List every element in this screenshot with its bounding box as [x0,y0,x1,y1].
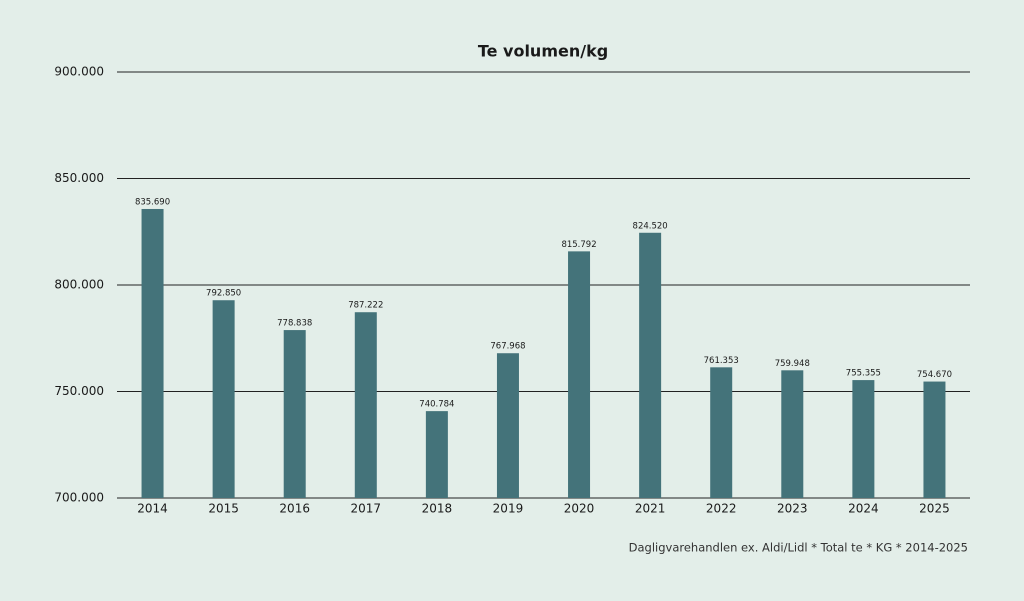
value-label: 767.968 [490,342,525,352]
y-tick-label: 900.000 [54,65,104,79]
value-label: 755.355 [846,369,881,379]
bar [283,330,306,498]
value-label: 824.520 [633,221,668,231]
value-label: 815.792 [561,240,596,250]
x-tick-label: 2016 [279,502,310,516]
x-tick-label: 2019 [493,502,524,516]
x-tick-label: 2021 [635,502,666,516]
value-label: 835.690 [135,197,170,207]
bar [568,251,591,498]
x-tick-label: 2025 [919,502,950,516]
value-label: 792.850 [206,289,241,299]
y-tick-label: 800.000 [54,278,104,292]
bar [923,381,946,498]
bar [496,353,519,498]
bar [141,208,164,499]
y-tick-label: 750.000 [54,384,104,398]
bar [710,367,733,498]
value-label: 740.784 [419,400,454,410]
bar [425,411,448,498]
x-tick-label: 2023 [777,502,808,516]
value-label: 761.353 [704,356,739,366]
bar [639,232,662,498]
bar [212,300,235,498]
value-label: 778.838 [277,319,312,329]
bar [781,370,804,498]
x-tick-label: 2022 [706,502,737,516]
x-tick-label: 2024 [848,502,879,516]
value-label: 759.948 [775,359,810,369]
y-tick-label: 850.000 [54,171,104,185]
x-tick-label: 2020 [564,502,595,516]
x-tick-label: 2014 [137,502,168,516]
x-tick-label: 2017 [351,502,382,516]
source-note: Dagligvarehandlen ex. Aldi/Lidl * Total … [629,541,968,555]
y-tick-label: 700.000 [54,491,104,505]
value-label: 754.670 [917,370,952,380]
x-tick-label: 2015 [208,502,239,516]
bar [354,312,377,498]
value-label: 787.222 [348,301,383,311]
x-tick-label: 2018 [422,502,453,516]
chart-title: Te volumen/kg [478,42,608,61]
bar [852,380,875,498]
